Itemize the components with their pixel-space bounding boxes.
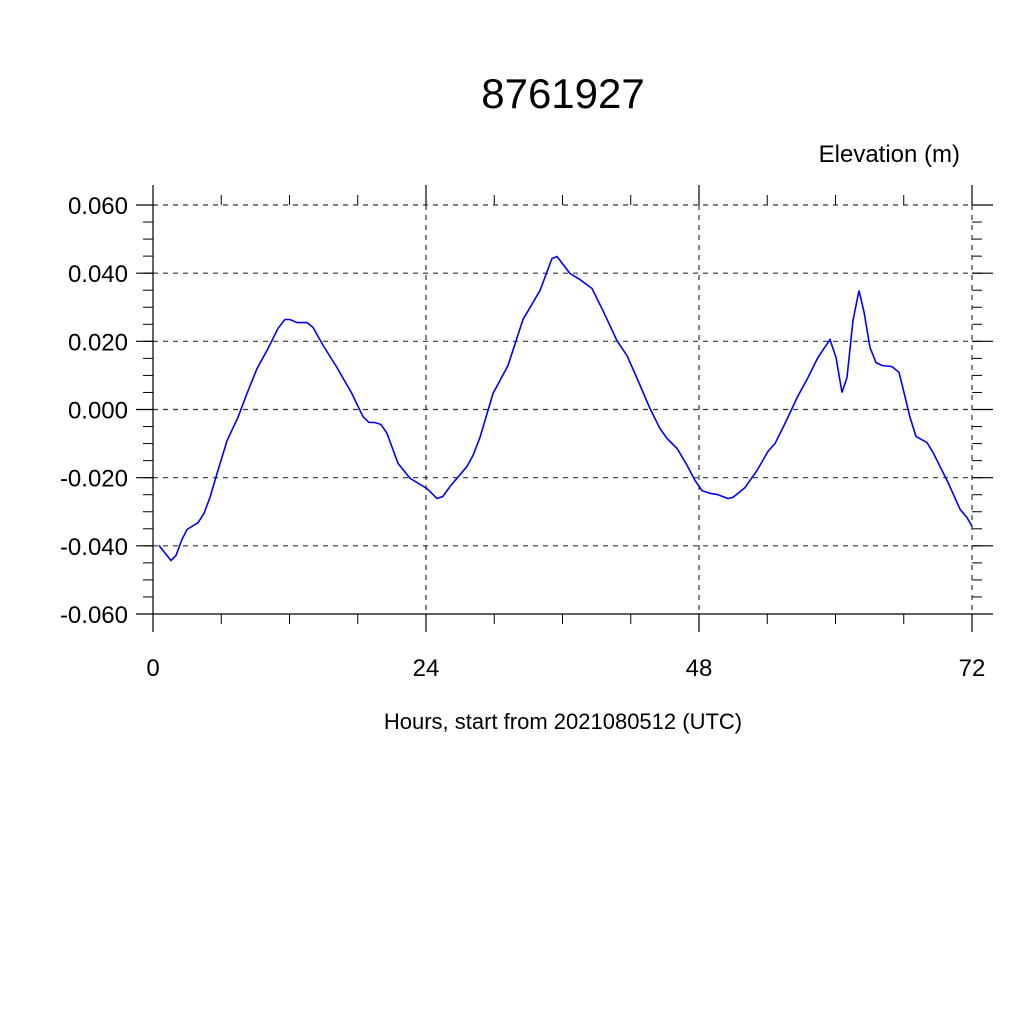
y-tick-label: 0.000 bbox=[68, 398, 128, 425]
axes bbox=[136, 185, 993, 632]
x-tick-label: 48 bbox=[686, 655, 713, 682]
y-tick-label: 0.060 bbox=[68, 193, 128, 220]
chart-title: 8761927 bbox=[481, 70, 645, 117]
y-tick-label: 0.040 bbox=[68, 261, 128, 288]
chart-subtitle: Elevation (m) bbox=[819, 141, 960, 168]
y-tick-label: -0.020 bbox=[60, 466, 128, 493]
elevation-series-line bbox=[158, 255, 973, 562]
x-tick-label: 72 bbox=[959, 655, 986, 682]
series-group bbox=[158, 255, 973, 562]
x-tick-label: 0 bbox=[146, 655, 159, 682]
tick-labels: 0.060 0.040 0.020 0.000 -0.020 -0.040 -0.060 0 2… bbox=[60, 193, 985, 682]
y-tick-label: -0.060 bbox=[60, 602, 128, 629]
y-tick-label: -0.040 bbox=[60, 534, 128, 561]
x-axis-label: Hours, start from 2021080512 (UTC) bbox=[384, 709, 742, 734]
y-tick-label: 0.020 bbox=[68, 329, 128, 356]
x-tick-label: 24 bbox=[413, 655, 440, 682]
